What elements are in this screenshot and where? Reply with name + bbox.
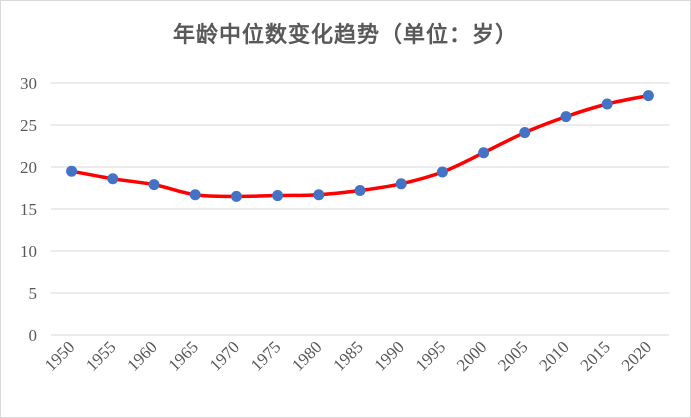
data-point [354, 185, 366, 197]
y-tick-label: 25 [20, 116, 37, 135]
x-tick-label: 1970 [206, 337, 243, 374]
x-tick-label: 2015 [577, 337, 614, 374]
x-tick-label: 1980 [288, 337, 325, 374]
gridlines [51, 82, 669, 336]
x-tick-label: 2020 [618, 337, 655, 374]
data-point [601, 98, 613, 110]
x-axis-ticks: 1950 1955 1960 1965 1970 1975 1980 1985 1990 1995… [41, 337, 655, 374]
data-point [478, 147, 490, 159]
x-tick-label: 2010 [535, 337, 572, 374]
y-tick-label: 5 [29, 284, 38, 303]
y-tick-label: 20 [20, 158, 37, 177]
y-tick-label: 30 [20, 74, 37, 93]
data-point [436, 166, 448, 178]
x-tick-label: 1955 [82, 337, 119, 374]
series-layer [66, 90, 654, 202]
x-tick-label: 1985 [329, 337, 366, 374]
y-tick-label: 10 [20, 242, 37, 261]
x-tick-label: 1960 [123, 337, 160, 374]
x-tick-label: 1975 [247, 337, 284, 374]
y-tick-label: 15 [20, 200, 37, 219]
y-axis-ticks: 0 5 10 15 20 25 30 [20, 74, 37, 345]
data-point [313, 189, 325, 201]
chart-title: 年龄中位数变化趋势（单位：岁） [172, 23, 518, 48]
data-point [272, 190, 284, 202]
x-tick-label: 2005 [494, 337, 531, 374]
x-tick-label: 1965 [165, 337, 202, 374]
data-point [642, 90, 654, 102]
data-point [107, 173, 119, 185]
data-point [560, 111, 572, 123]
data-point [519, 127, 531, 139]
data-point [230, 190, 242, 202]
x-tick-label: 1990 [371, 337, 408, 374]
data-point [189, 189, 201, 201]
data-point [148, 179, 160, 191]
data-point [395, 178, 407, 190]
x-tick-label: 1995 [412, 337, 449, 374]
y-tick-label: 0 [29, 326, 38, 345]
data-point [66, 165, 78, 177]
x-tick-label: 1950 [41, 337, 78, 374]
x-tick-label: 2000 [453, 337, 490, 374]
